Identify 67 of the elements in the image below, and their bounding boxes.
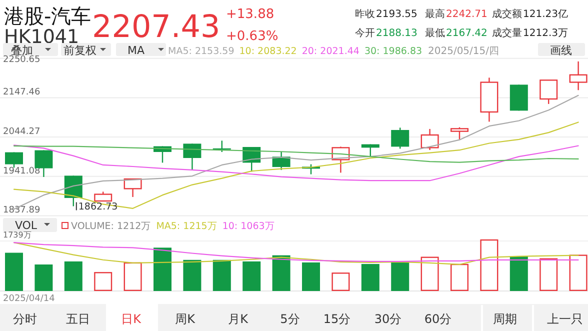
text: +13.88 <box>226 7 274 22</box>
text: 上一只 <box>547 312 583 326</box>
bar <box>64 261 82 291</box>
text: 前复权 <box>64 44 96 57</box>
text: 20: 2021.44 <box>302 46 360 57</box>
bar <box>212 260 231 291</box>
text: 分时 <box>13 312 37 326</box>
bar <box>361 264 380 291</box>
text: VOL <box>14 219 38 232</box>
bar <box>450 264 468 291</box>
y-tick-label: 2147.46 <box>3 88 40 98</box>
text: 2193.55 <box>376 9 418 20</box>
text: 周期 <box>493 312 517 326</box>
text: 最高 <box>425 8 445 20</box>
text: 15分 <box>323 312 351 326</box>
text: 5分 <box>280 312 300 326</box>
text: 今开 <box>355 27 375 39</box>
text: 周K <box>175 312 196 326</box>
text: MA5: 1215万 <box>156 221 218 232</box>
bar <box>154 248 172 291</box>
text: 日K <box>121 312 142 326</box>
text: +0.63% <box>226 29 278 44</box>
chart-title: 港股-汽车 <box>4 4 92 28</box>
text: 最低 <box>425 28 445 39</box>
text: 2242.71 <box>446 9 488 20</box>
bar <box>183 260 202 291</box>
text: 2188.13 <box>376 28 418 39</box>
text: 画线 <box>550 44 572 57</box>
text: 1739万 <box>3 230 32 240</box>
text: 成交量 <box>492 27 522 39</box>
text: 121.23亿 <box>523 9 568 20</box>
text: 成交额 <box>492 8 522 20</box>
text: 10: 2083.22 <box>239 46 297 57</box>
bar <box>124 262 142 291</box>
text: 2025/05/15/四 <box>428 46 500 57</box>
text: 昨收 <box>355 8 375 20</box>
bar <box>540 258 558 291</box>
text: 30分 <box>374 312 402 326</box>
text: 五日 <box>66 312 90 326</box>
y-tick-label: 1837.89 <box>3 206 40 216</box>
bar <box>5 252 23 291</box>
bar <box>332 272 350 291</box>
bar <box>272 255 290 291</box>
text: 10: 1063万 <box>222 221 275 232</box>
bar <box>34 264 53 291</box>
y-tick-label: 1941.08 <box>3 166 40 176</box>
text: 30: 1986.83 <box>364 46 422 57</box>
bar <box>302 262 320 291</box>
text: 月K <box>228 312 250 326</box>
y-tick-label: 2044.27 <box>3 127 40 138</box>
text: MA <box>127 44 145 57</box>
bar <box>420 256 439 291</box>
bar <box>510 256 528 291</box>
bar <box>242 261 261 291</box>
annotation: 1862.73 <box>78 202 118 213</box>
bar <box>480 239 498 291</box>
text: MA5: 2153.59 <box>168 46 234 57</box>
bar <box>94 272 112 291</box>
text: 2025/04/14 <box>3 294 56 304</box>
bar <box>569 254 588 291</box>
text: 2207.43 <box>92 9 220 45</box>
text: 1212.3万 <box>523 28 568 39</box>
y-tick-label: 2250.65 <box>3 54 40 65</box>
legend-label: VOLUME: 1212万 <box>71 221 152 232</box>
bar <box>391 261 410 291</box>
text: 60分 <box>424 312 452 326</box>
text: 2167.42 <box>446 28 488 39</box>
